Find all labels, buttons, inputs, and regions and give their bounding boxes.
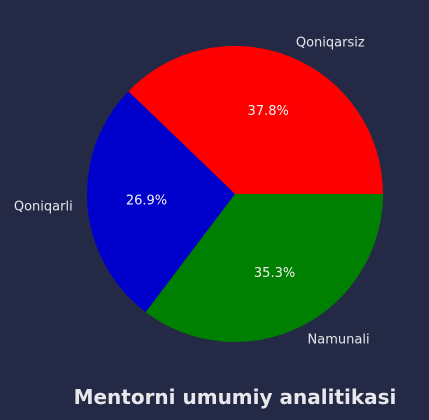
pie-slice-qoniqarsiz bbox=[128, 45, 383, 195]
pie-percent-label-qoniqarsiz: 37.8% bbox=[248, 104, 289, 119]
pie-category-label-qoniqarsiz: Qoniqarsiz bbox=[296, 36, 365, 51]
pie-slice-namunali bbox=[145, 194, 383, 342]
pie-category-label-namunali: Namunali bbox=[308, 332, 370, 347]
pie-category-label-qoniqarli: Qoniqarli bbox=[14, 199, 73, 214]
pie-slice-qoniqarli bbox=[87, 91, 235, 313]
pie-percent-label-namunali: 35.3% bbox=[254, 266, 295, 281]
pie-percent-label-qoniqarli: 26.9% bbox=[126, 193, 167, 208]
chart-title: Mentorni umumiy analitikasi bbox=[73, 385, 397, 409]
